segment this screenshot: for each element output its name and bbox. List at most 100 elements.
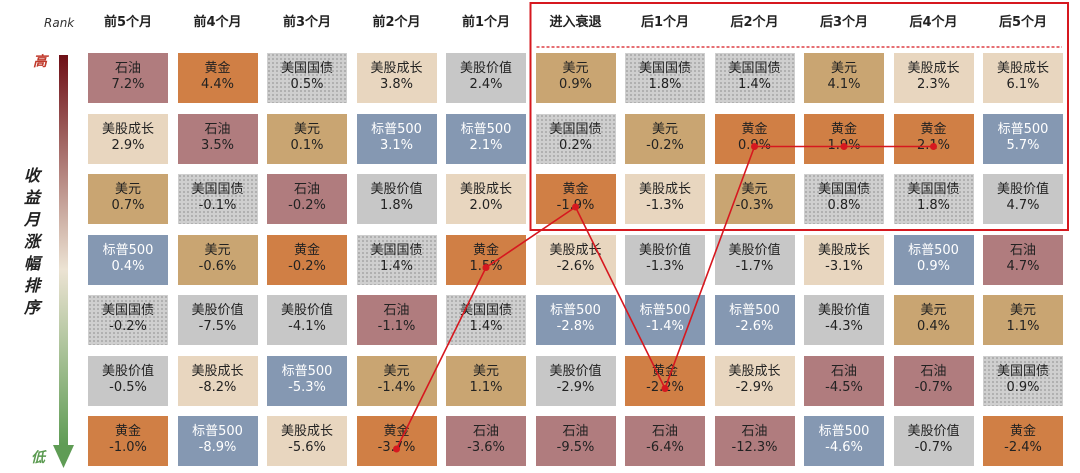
axis-low-label: 低 <box>31 450 45 466</box>
rank-cell: 美股价值 -2.9% <box>535 355 616 406</box>
rank-cell: 美股成长 -5.6% <box>267 416 347 466</box>
rank-label: Rank <box>44 16 75 30</box>
asset-name: 美股成长 <box>549 242 602 258</box>
asset-value: -5.3% <box>288 379 326 395</box>
asset-name: 黄金 <box>741 121 768 137</box>
asset-value: 3.5% <box>200 137 235 153</box>
rank-cell: 美元 0.1% <box>267 113 347 164</box>
asset-name: 美股价值 <box>996 182 1049 197</box>
rank-cell: 美元 0.7% <box>88 174 168 224</box>
asset-value: 4.7% <box>1006 198 1040 213</box>
asset-name: 石油 <box>830 363 857 379</box>
asset-value: 2.3% <box>916 77 951 92</box>
asset-name: 美股成长 <box>638 182 691 197</box>
asset-value: -0.2% <box>109 319 147 334</box>
axis-title-char: 排 <box>23 276 40 295</box>
asset-name: 美元 <box>830 61 857 76</box>
asset-value: -1.3% <box>646 198 684 213</box>
column-header: 后2个月 <box>730 15 779 30</box>
rank-cell: 美元 0.4% <box>893 295 974 345</box>
axis-title-char: 益 <box>23 188 40 207</box>
asset-name: 石油 <box>114 61 141 76</box>
asset-value: -9.5% <box>556 440 595 455</box>
asset-value: -4.5% <box>825 379 863 395</box>
asset-name: 美国国债 <box>101 303 154 318</box>
asset-name: 标普500 <box>639 303 691 318</box>
asset-value: 5.7% <box>1006 137 1040 153</box>
rank-cell: 标普500 -8.9% <box>177 416 258 466</box>
asset-value: 1.4% <box>469 319 503 334</box>
asset-value: -4.1% <box>288 319 326 334</box>
asset-name: 美国国债 <box>728 61 781 76</box>
rank-cell: 美元 4.1% <box>804 53 884 103</box>
asset-value: 0.5% <box>290 77 324 92</box>
rank-cell: 标普500 -4.6% <box>804 416 884 466</box>
column-header: 后4个月 <box>909 15 958 30</box>
asset-name: 石油 <box>920 363 947 379</box>
rank-cell: 石油 -0.7% <box>893 355 974 406</box>
column-header: 后3个月 <box>819 15 869 30</box>
asset-name: 标普500 <box>908 242 959 258</box>
asset-name: 美股成长 <box>191 363 244 379</box>
asset-name: 石油 <box>293 182 320 197</box>
asset-name: 美国国债 <box>280 61 333 76</box>
rank-cell: 石油 -4.5% <box>804 355 884 406</box>
asset-name: 美国国债 <box>996 363 1049 379</box>
asset-name: 美股成长 <box>907 61 960 76</box>
asset-value: -1.1% <box>377 319 416 334</box>
rank-cell: 美股成长 -1.3% <box>625 174 705 224</box>
axis-bar <box>59 55 68 445</box>
asset-value: -2.6% <box>735 319 774 334</box>
rank-cell: 黄金 -1.0% <box>88 416 168 466</box>
rank-cell: 美元 -0.3% <box>714 174 795 224</box>
rank-cell: 美股价值 2.4% <box>446 53 526 103</box>
asset-name: 美股成长 <box>728 363 781 379</box>
rank-cell: 美股价值 -7.5% <box>177 295 258 345</box>
rank-cell: 美元 -0.2% <box>625 113 705 164</box>
asset-name: 美国国债 <box>817 182 870 197</box>
asset-name: 石油 <box>383 303 410 318</box>
axis-title-char: 收 <box>23 166 40 185</box>
gold-path-point <box>572 203 579 211</box>
rank-cell: 美股价值 -1.7% <box>714 234 795 285</box>
rank-cell: 美国国债 1.8% <box>893 174 974 224</box>
asset-value: -4.6% <box>825 440 863 455</box>
asset-value: 2.0% <box>469 198 503 213</box>
asset-value: -2.6% <box>556 258 595 274</box>
asset-name: 黄金 <box>293 242 320 258</box>
asset-value: 4.1% <box>827 77 861 92</box>
rank-cell: 黄金0.9% <box>714 113 795 164</box>
asset-name: 标普500 <box>550 303 601 318</box>
asset-name: 标普500 <box>102 242 154 258</box>
rank-cell: 标普500 -2.6% <box>714 295 795 345</box>
rank-cell: 黄金-2.2% <box>625 355 705 406</box>
gold-path-point <box>482 264 490 271</box>
asset-name: 黄金 <box>114 424 141 439</box>
asset-value: 4.7% <box>1006 258 1040 274</box>
asset-value: 0.1% <box>290 137 324 153</box>
rank-cell: 石油 -9.5% <box>535 416 616 466</box>
rank-cell: 黄金 -2.4% <box>983 416 1063 466</box>
rank-cell: 美股成长 6.1% <box>983 53 1063 103</box>
highlight-box <box>529 2 1069 231</box>
asset-value: -1.7% <box>735 258 774 274</box>
asset-name: 美国国债 <box>370 242 423 258</box>
column-header: 前1个月 <box>461 15 511 30</box>
asset-name: 美股成长 <box>817 242 870 258</box>
rank-gradient-axis <box>53 55 74 468</box>
asset-name: 美元 <box>562 61 589 76</box>
rank-cell: 美国国债 -0.1% <box>177 174 258 224</box>
rank-cell: 标普500 -1.4% <box>625 295 705 345</box>
asset-name: 美股成长 <box>101 121 154 137</box>
rank-cell: 美股价值 -4.3% <box>804 295 884 345</box>
asset-value: -0.2% <box>288 198 326 213</box>
rank-cell: 美股价值 -0.7% <box>893 416 974 466</box>
asset-value: 1.4% <box>737 77 772 92</box>
rank-cell: 美元 0.9% <box>535 53 616 103</box>
asset-value: -7.5% <box>198 319 237 334</box>
asset-name: 美国国债 <box>638 61 691 76</box>
asset-name: 标普500 <box>818 424 870 439</box>
asset-name: 美股价值 <box>728 242 781 258</box>
asset-value: -5.6% <box>288 440 326 455</box>
rank-cell: 美股价值 1.8% <box>356 174 437 224</box>
